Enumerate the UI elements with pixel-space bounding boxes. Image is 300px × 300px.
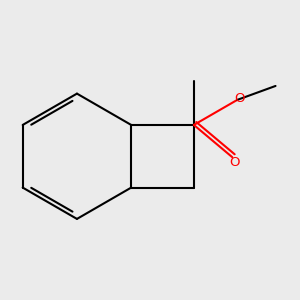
Text: O: O xyxy=(229,156,239,169)
Text: O: O xyxy=(235,92,245,105)
